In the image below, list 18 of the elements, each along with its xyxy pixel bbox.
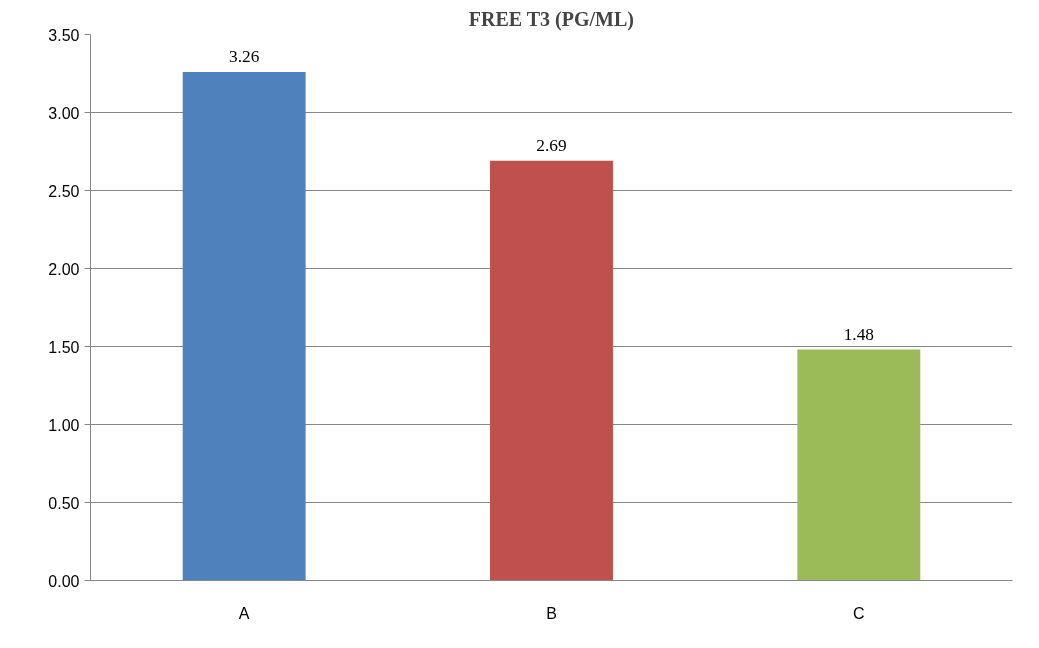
x-tick-label: C bbox=[853, 604, 865, 622]
y-tick-label: 1.00 bbox=[48, 416, 80, 434]
y-tick-label: 0.50 bbox=[48, 494, 80, 512]
y-tick-label: 3.00 bbox=[48, 104, 80, 122]
y-tick-label: 2.00 bbox=[48, 260, 80, 278]
x-tick-label: A bbox=[238, 604, 250, 622]
y-tick-label: 2.50 bbox=[48, 182, 80, 200]
data-label: 3.26 bbox=[229, 46, 260, 66]
y-tick-label: 0.00 bbox=[48, 572, 80, 590]
x-tick-label: B bbox=[546, 604, 557, 622]
data-label: 2.69 bbox=[536, 135, 567, 155]
y-tick-label: 1.50 bbox=[48, 338, 80, 356]
bar bbox=[490, 160, 613, 581]
y-tick-label: 3.50 bbox=[48, 26, 80, 44]
bar bbox=[182, 71, 306, 581]
chart-title: FREE T3 (PG/ML) bbox=[468, 7, 634, 31]
data-label: 1.48 bbox=[843, 324, 874, 344]
bar bbox=[797, 349, 921, 581]
